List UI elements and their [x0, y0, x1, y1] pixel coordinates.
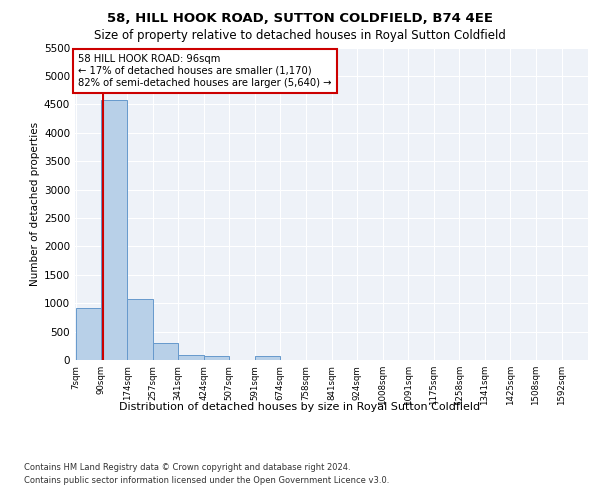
Text: Size of property relative to detached houses in Royal Sutton Coldfield: Size of property relative to detached ho…: [94, 29, 506, 42]
Bar: [204, 356, 229, 360]
Bar: [101, 100, 127, 360]
Bar: [255, 356, 280, 360]
Bar: [127, 299, 152, 360]
Bar: [76, 308, 101, 360]
Text: Distribution of detached houses by size in Royal Sutton Coldfield: Distribution of detached houses by size …: [119, 402, 481, 412]
Text: Contains public sector information licensed under the Open Government Licence v3: Contains public sector information licen…: [24, 476, 389, 485]
Bar: [152, 343, 178, 360]
Text: 58 HILL HOOK ROAD: 96sqm
← 17% of detached houses are smaller (1,170)
82% of sem: 58 HILL HOOK ROAD: 96sqm ← 17% of detach…: [79, 54, 332, 88]
Bar: [178, 356, 204, 360]
Y-axis label: Number of detached properties: Number of detached properties: [30, 122, 40, 286]
Text: 58, HILL HOOK ROAD, SUTTON COLDFIELD, B74 4EE: 58, HILL HOOK ROAD, SUTTON COLDFIELD, B7…: [107, 12, 493, 26]
Text: Contains HM Land Registry data © Crown copyright and database right 2024.: Contains HM Land Registry data © Crown c…: [24, 462, 350, 471]
